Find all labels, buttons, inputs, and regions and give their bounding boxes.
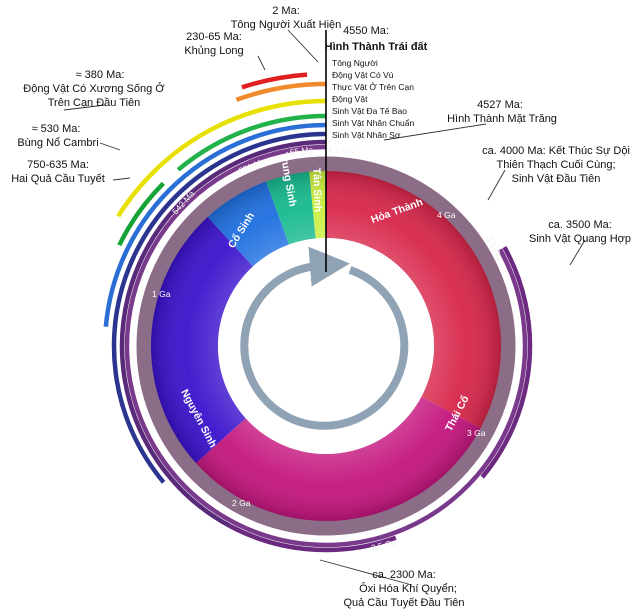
event-earth-text: Hình Thành Trái đất <box>325 41 428 53</box>
event-cambrian-text: Bùng Nổ Cambri <box>17 137 98 149</box>
lineage-label-nhan-so: Sinh Vật Nhân Sơ <box>332 130 401 140</box>
event-photo-date: ca. 3500 Ma: <box>548 219 612 231</box>
lineage-label-stack: Tông Người Động Vật Có Vú Thực Vật Ở Trê… <box>332 58 414 140</box>
ga-tick-2: 2 Ga <box>232 498 251 508</box>
lineage-arcs <box>103 72 533 553</box>
event-oxygen-line1: Ôxi Hóa Khí Quyển; <box>359 582 457 595</box>
arc-eukaryote <box>119 139 327 529</box>
arc-land-plant <box>176 113 327 172</box>
ga-tick-1: 1 Ga <box>152 289 171 299</box>
ga-tick-4: 4 Ga <box>437 210 456 220</box>
arc-animal <box>103 122 327 327</box>
arc-snowball-marker <box>117 181 165 247</box>
event-lhb-line3: Sinh Vật Đầu Tiên <box>512 173 601 185</box>
event-land-date: ≈ 380 Ma: <box>76 69 125 81</box>
clock-arrow <box>240 246 409 430</box>
eon-label-tan-sinh: Tân Sinh <box>310 168 324 213</box>
arc-multicellular <box>111 131 327 484</box>
lineage-label-thuc-vat: Thực Vật Ở Trên Cạn <box>332 81 414 92</box>
event-snowball-date: 750-635 Ma: <box>27 159 89 171</box>
arc-prokaryote <box>124 144 528 548</box>
arc-dinosaur <box>241 72 308 90</box>
event-human-text: Tông Người Xuất Hiện <box>231 19 342 31</box>
lineage-label-da-te-bao: Sinh Vật Đa Tế Bao <box>332 106 407 116</box>
event-lhb-line1: ca. 4000 Ma: Kết Thúc Sự Dội <box>482 145 630 157</box>
event-moon-text: Hình Thành Mặt Trăng <box>447 113 557 125</box>
event-lhb-line2: Thiên Thạch Cuối Cùng; <box>496 159 615 171</box>
lineage-label-dong-vat: Động Vật <box>332 94 368 104</box>
event-photo-text: Sinh Vật Quang Hợp <box>529 233 631 245</box>
event-land-line1: Động Vật Có Xương Sống Ở <box>23 82 165 95</box>
arc-oxygenation <box>229 524 397 553</box>
event-human-date: 2 Ma: <box>272 5 300 17</box>
ga-tick-3: 3 Ga <box>467 428 486 438</box>
event-snowball-text: Hai Quả Cầu Tuyết <box>11 173 105 185</box>
lineage-label-tong-nguoi: Tông Người <box>332 58 378 68</box>
arc-photosynthesis <box>480 246 533 479</box>
event-oxygen-date: ca. 2300 Ma: <box>372 569 436 581</box>
event-cambrian-date: ≈ 530 Ma: <box>32 123 81 135</box>
event-dino-text: Khủng Long <box>184 45 243 57</box>
leader-lines <box>63 29 586 586</box>
event-dino-date: 230-65 Ma: <box>186 31 242 43</box>
lineage-label-dong-vat-co-vu: Động Vật Có Vú <box>332 70 394 80</box>
event-moon-date: 4527 Ma: <box>477 99 523 111</box>
arc-mammal <box>235 81 327 102</box>
arc-land-vertebrate <box>116 98 327 218</box>
lineage-label-nhan-chuan: Sinh Vật Nhân Chuẩn <box>332 118 414 128</box>
event-oxygen-line2: Quả Cầu Tuyết Đầu Tiên <box>343 597 464 609</box>
ring-tick-4-6ga: 4.6 Ga <box>328 145 354 155</box>
ring-tick-65ma: 65 Ma <box>289 145 314 157</box>
event-land-line2: Trên Cạn Đầu Tiên <box>48 97 141 109</box>
event-earth-date: 4550 Ma: <box>343 25 389 37</box>
